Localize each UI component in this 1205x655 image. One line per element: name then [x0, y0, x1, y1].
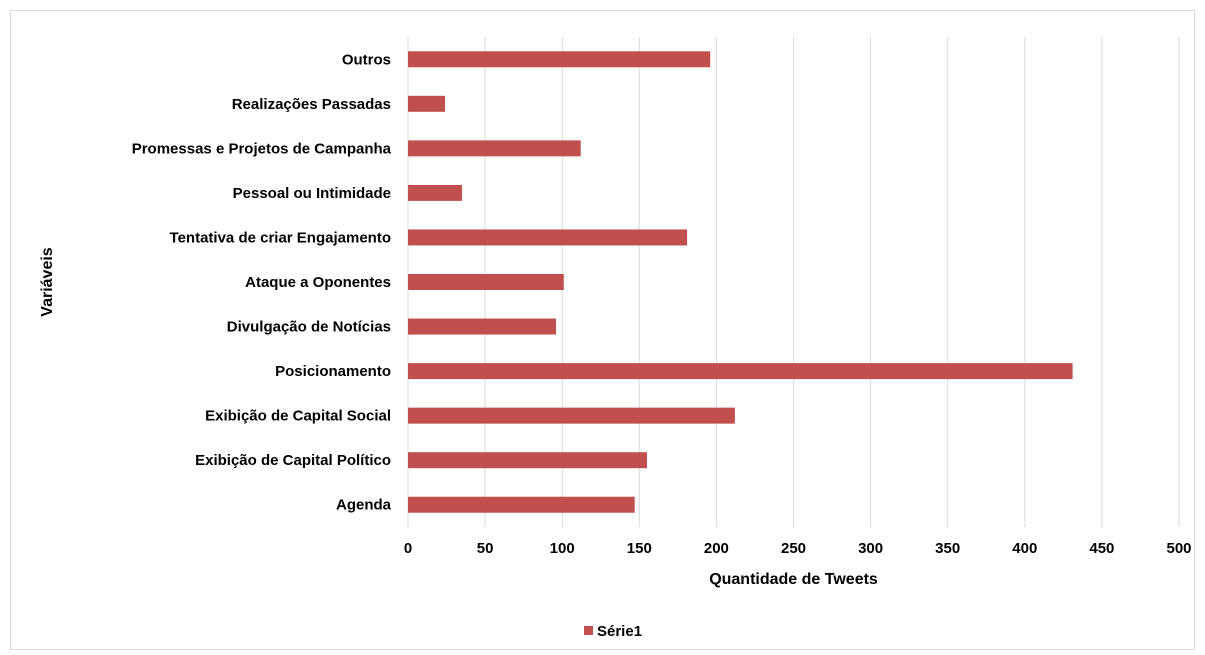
- x-tick-label: 250: [781, 540, 806, 557]
- bar: [408, 274, 564, 290]
- bar: [408, 407, 735, 424]
- bar: [408, 51, 711, 68]
- category-label: Agenda: [336, 497, 392, 514]
- x-tick-label: 50: [477, 540, 494, 557]
- legend-swatch: [584, 626, 593, 635]
- bar: [408, 140, 581, 157]
- bar: [408, 184, 462, 201]
- x-tick-label: 350: [935, 540, 960, 557]
- y-axis-title: Variáveis: [39, 247, 56, 317]
- x-tick-label: 500: [1166, 540, 1191, 557]
- category-label: Outros: [342, 51, 391, 68]
- x-tick-label: 300: [858, 540, 883, 557]
- category-label: Tentativa de criar Engajamento: [170, 229, 391, 246]
- category-label: Realizações Passadas: [232, 96, 391, 113]
- x-tick-label: 400: [1012, 540, 1037, 557]
- bar: [408, 95, 446, 112]
- category-label: Divulgação de Notícias: [227, 319, 391, 336]
- x-tick-labels: 0 50 100 150 200 250 300 350 400 450 500: [404, 540, 1192, 557]
- category-labels: Outros Realizações Passadas Promessas e Pr…: [132, 51, 392, 513]
- category-label: Exibição de Capital Político: [195, 452, 391, 469]
- x-tick-label: 100: [550, 540, 575, 557]
- category-label: Pessoal ou Intimidade: [233, 185, 391, 202]
- bar: [408, 452, 648, 469]
- chart-frame: [10, 10, 1195, 650]
- x-tick-label: 200: [704, 540, 729, 557]
- category-label: Promessas e Projetos de Campanha: [132, 140, 392, 157]
- bar: [408, 496, 635, 513]
- category-label: Ataque a Oponentes: [245, 274, 391, 291]
- gridlines: [407, 37, 1180, 527]
- legend-label: Série1: [597, 623, 642, 640]
- bar: [408, 363, 1073, 380]
- category-label: Posicionamento: [275, 363, 391, 380]
- x-tick-label: 450: [1089, 540, 1114, 557]
- bar: [408, 318, 557, 335]
- x-axis-title: Quantidade de Tweets: [709, 571, 878, 588]
- bar: [408, 229, 688, 246]
- x-tick-label: 150: [627, 540, 652, 557]
- bars: [408, 51, 1073, 513]
- legend: Série1: [584, 623, 642, 640]
- x-tick-label: 0: [404, 540, 412, 557]
- category-label: Exibição de Capital Social: [205, 408, 391, 425]
